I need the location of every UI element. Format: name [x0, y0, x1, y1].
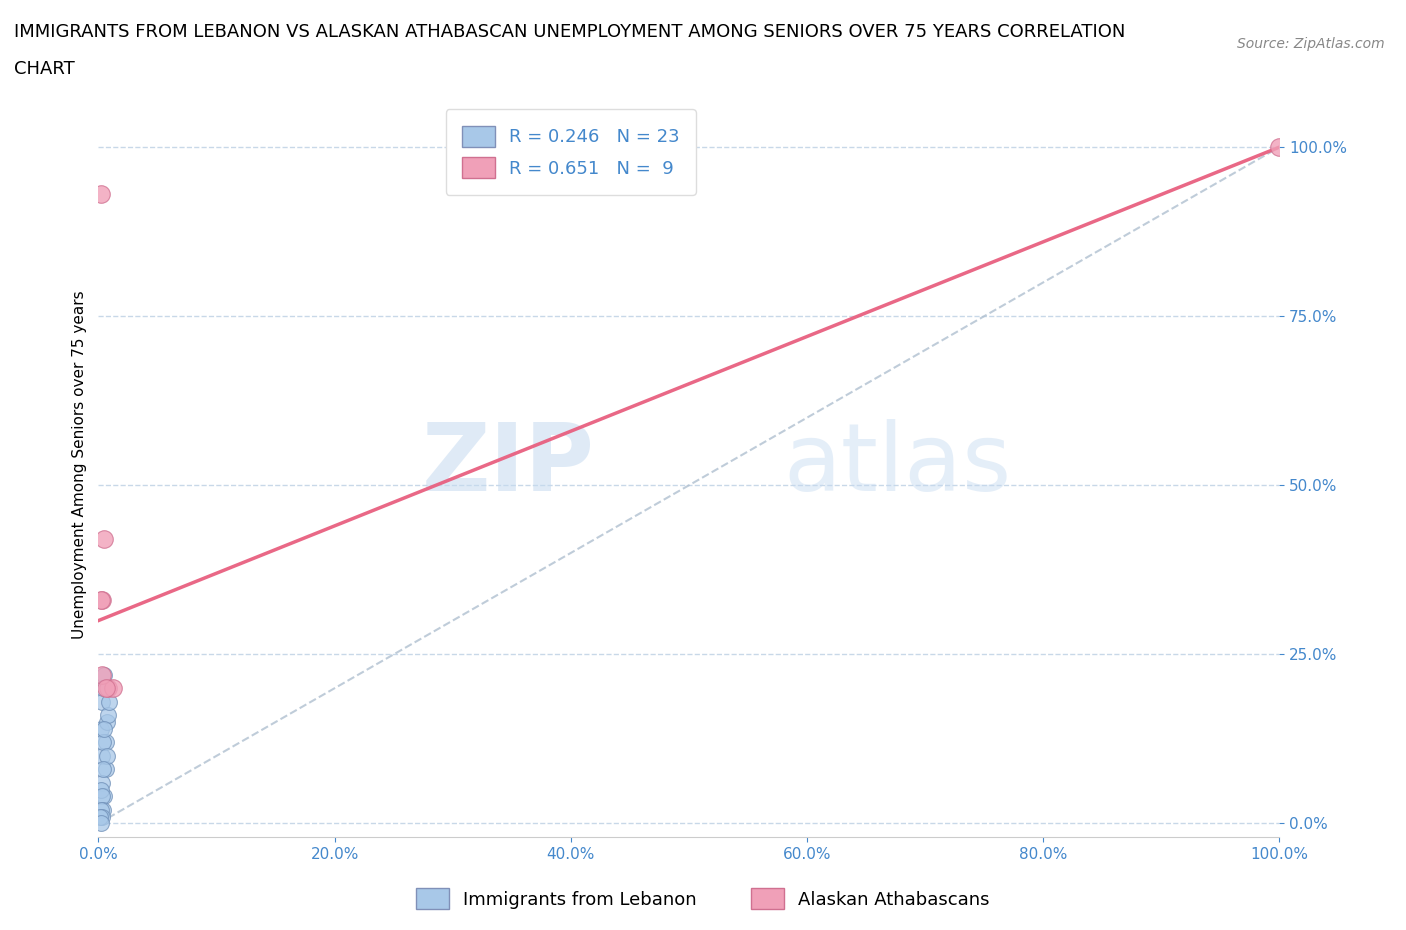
- Text: ZIP: ZIP: [422, 419, 595, 511]
- Point: [1268, 140, 1291, 154]
- Point: [93, 789, 115, 804]
- Point: [91, 592, 114, 607]
- Point: [96, 749, 118, 764]
- Point: [98, 695, 121, 710]
- Legend: Immigrants from Lebanon, Alaskan Athabascans: Immigrants from Lebanon, Alaskan Athabas…: [409, 881, 997, 916]
- Point: [91, 695, 114, 710]
- Point: [90, 816, 112, 830]
- Point: [91, 789, 114, 804]
- Point: [97, 681, 120, 696]
- Point: [101, 681, 124, 696]
- Point: [93, 667, 115, 682]
- Y-axis label: Unemployment Among Seniors over 75 years: Unemployment Among Seniors over 75 years: [72, 291, 87, 639]
- Point: [97, 708, 120, 723]
- Point: [93, 532, 115, 547]
- Point: [96, 714, 118, 729]
- Point: [91, 803, 114, 817]
- Point: [91, 776, 114, 790]
- Legend: R = 0.246   N = 23, R = 0.651   N =  9: R = 0.246 N = 23, R = 0.651 N = 9: [446, 110, 696, 194]
- Point: [91, 667, 114, 682]
- Point: [90, 803, 112, 817]
- Point: [90, 722, 112, 737]
- Point: [91, 809, 114, 824]
- Point: [94, 681, 117, 696]
- Point: [90, 592, 112, 607]
- Text: atlas: atlas: [783, 419, 1012, 511]
- Point: [91, 681, 114, 696]
- Text: CHART: CHART: [14, 60, 75, 78]
- Point: [93, 722, 115, 737]
- Point: [94, 735, 117, 750]
- Point: [91, 735, 114, 750]
- Text: Source: ZipAtlas.com: Source: ZipAtlas.com: [1237, 37, 1385, 51]
- Text: IMMIGRANTS FROM LEBANON VS ALASKAN ATHABASCAN UNEMPLOYMENT AMONG SENIORS OVER 75: IMMIGRANTS FROM LEBANON VS ALASKAN ATHAB…: [14, 23, 1125, 41]
- Point: [94, 762, 117, 777]
- Point: [91, 749, 114, 764]
- Point: [90, 782, 112, 797]
- Point: [90, 187, 112, 202]
- Point: [89, 809, 111, 824]
- Point: [91, 762, 114, 777]
